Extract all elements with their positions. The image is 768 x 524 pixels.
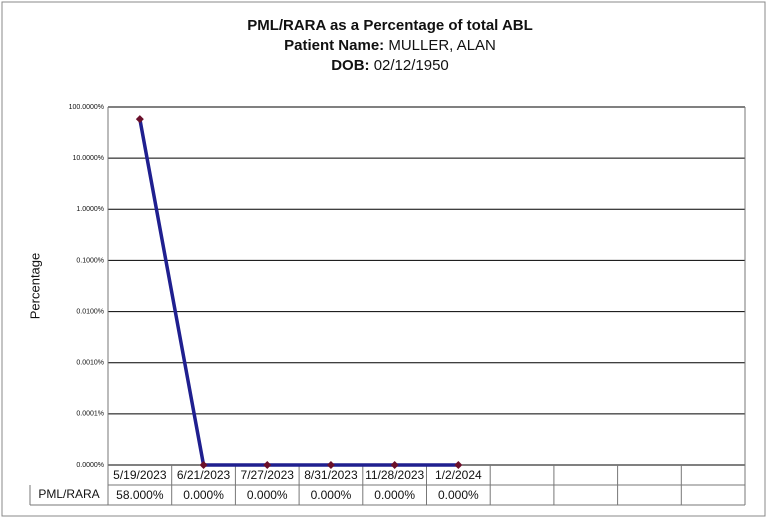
x-tick-label: 7/27/2023 — [241, 468, 295, 482]
x-tick-label: 5/19/2023 — [113, 468, 167, 482]
chart-title: PML/RARA as a Percentage of total ABL — [247, 17, 533, 34]
marker — [326, 461, 335, 469]
y-tick-label: 0.0001% — [76, 411, 104, 418]
series-name: PML/RARA — [38, 487, 99, 501]
value-label: 0.000% — [183, 488, 224, 502]
marker — [199, 461, 208, 469]
marker — [263, 461, 272, 469]
value-label: 0.000% — [311, 488, 352, 502]
marker — [390, 461, 399, 469]
y-tick-label: 1.0000% — [76, 206, 104, 213]
marker — [135, 115, 144, 124]
x-tick-label: 8/31/2023 — [304, 468, 358, 482]
patient-name: MULLER, ALAN — [388, 37, 496, 54]
value-label: 0.000% — [247, 488, 288, 502]
x-tick-label: 11/28/2023 — [365, 468, 424, 482]
y-tick-label: 0.0100% — [76, 308, 104, 315]
value-label: 58.000% — [116, 488, 164, 502]
value-label: 0.000% — [438, 488, 479, 502]
y-tick-label: 100.0000% — [69, 104, 104, 111]
marker — [454, 461, 463, 469]
y-tick-label: 0.1000% — [76, 257, 104, 264]
patient-line: Patient Name: MULLER, ALAN — [284, 37, 496, 54]
y-axis-label: Percentage — [27, 253, 42, 320]
patient-label: Patient Name: — [284, 37, 384, 54]
y-tick-label: 0.0010% — [76, 360, 104, 367]
x-tick-label: 1/2/2024 — [435, 468, 482, 482]
dob-label: DOB: — [331, 57, 369, 74]
y-tick-label: 10.0000% — [72, 155, 104, 162]
series-line — [138, 118, 459, 467]
y-tick-label: 0.0000% — [76, 462, 104, 469]
dob-line: DOB: 02/12/1950 — [331, 57, 449, 74]
value-label: 0.000% — [374, 488, 415, 502]
dob: 02/12/1950 — [374, 57, 449, 74]
x-tick-label: 6/21/2023 — [177, 468, 231, 482]
